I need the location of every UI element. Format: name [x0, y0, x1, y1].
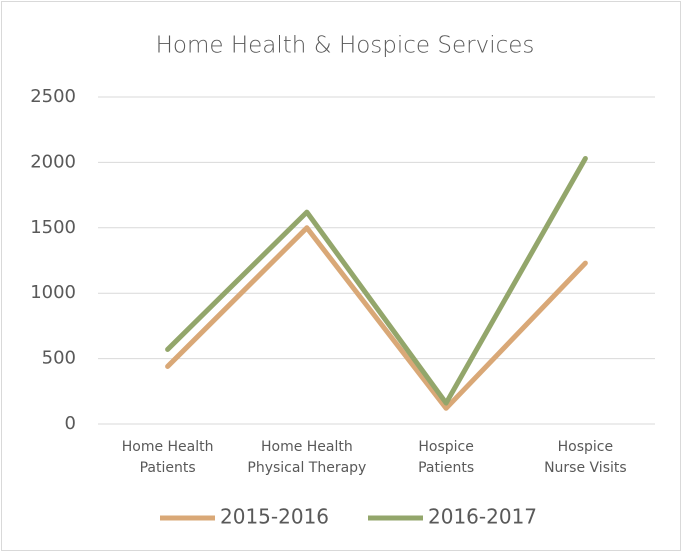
y-tick-label: 1500 — [30, 217, 76, 238]
series-line — [165, 155, 588, 406]
legend-label: 2016-2017 — [428, 505, 537, 529]
x-tick-label: Home Health Patients — [122, 439, 214, 476]
chart-title: Home Health & Hospice Services — [156, 33, 535, 59]
y-tick-label: 0 — [65, 413, 76, 434]
series-line — [165, 225, 588, 411]
legend-label: 2015-2016 — [220, 505, 329, 529]
y-tick-label: 1000 — [30, 282, 76, 303]
x-tick-label: Hospice Patients — [418, 439, 474, 476]
y-tick-label: 2500 — [30, 86, 76, 107]
x-tick-label: Home Health Physical Therapy — [247, 439, 366, 476]
y-tick-label: 2000 — [30, 151, 76, 172]
x-tick-label: Hospice Nurse Visits — [544, 439, 627, 476]
y-tick-label: 500 — [42, 348, 76, 369]
